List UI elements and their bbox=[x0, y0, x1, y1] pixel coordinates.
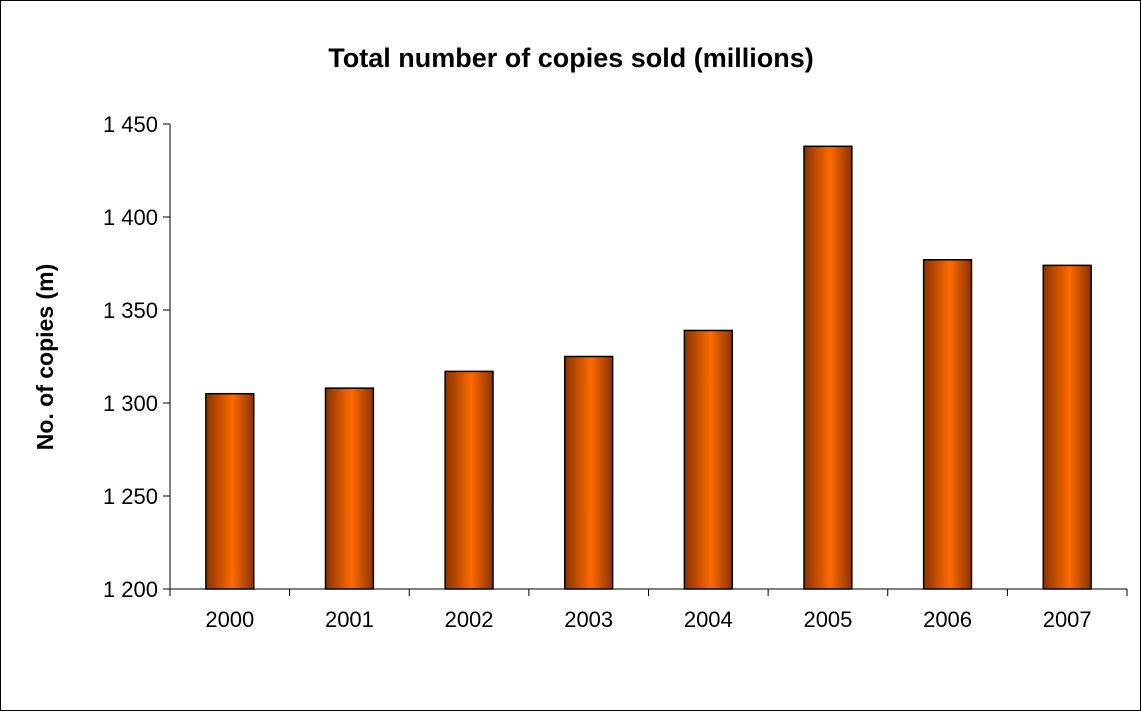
y-tick-label: 1 200 bbox=[103, 577, 158, 602]
bar-2006 bbox=[922, 259, 973, 590]
y-axis-label: No. of copies (m) bbox=[32, 264, 58, 451]
x-tick-label: 2002 bbox=[445, 607, 494, 632]
bars bbox=[205, 145, 1092, 590]
chart-title: Total number of copies sold (millions) bbox=[328, 43, 814, 73]
bar-2007 bbox=[1042, 264, 1092, 590]
x-ticks: 2000 2001 2002 2003 2004 2005 2006 2007 bbox=[169, 589, 1128, 632]
bar-2001 bbox=[324, 387, 375, 590]
y-tick-label: 1 400 bbox=[103, 205, 158, 230]
y-ticks: 1 200 1 250 1 300 1 350 1 400 1 450 bbox=[103, 112, 170, 602]
bar-2005 bbox=[803, 145, 853, 590]
x-tick-label: 2006 bbox=[923, 607, 972, 632]
y-tick-label: 1 250 bbox=[103, 484, 158, 509]
y-tick-label: 1 450 bbox=[103, 112, 158, 137]
x-tick-label: 2005 bbox=[803, 607, 852, 632]
axes bbox=[169, 124, 1127, 590]
bar-2000 bbox=[205, 392, 255, 590]
bar-2004 bbox=[683, 329, 733, 590]
x-tick-label: 2004 bbox=[684, 607, 733, 632]
y-tick-label: 1 350 bbox=[103, 298, 158, 323]
x-tick-label: 2007 bbox=[1043, 607, 1092, 632]
bar-2002 bbox=[444, 370, 494, 590]
x-tick-label: 2003 bbox=[564, 607, 613, 632]
x-tick-label: 2001 bbox=[325, 607, 374, 632]
y-tick-label: 1 300 bbox=[103, 391, 158, 416]
x-tick-label: 2000 bbox=[205, 607, 254, 632]
bar-2003 bbox=[564, 355, 614, 590]
